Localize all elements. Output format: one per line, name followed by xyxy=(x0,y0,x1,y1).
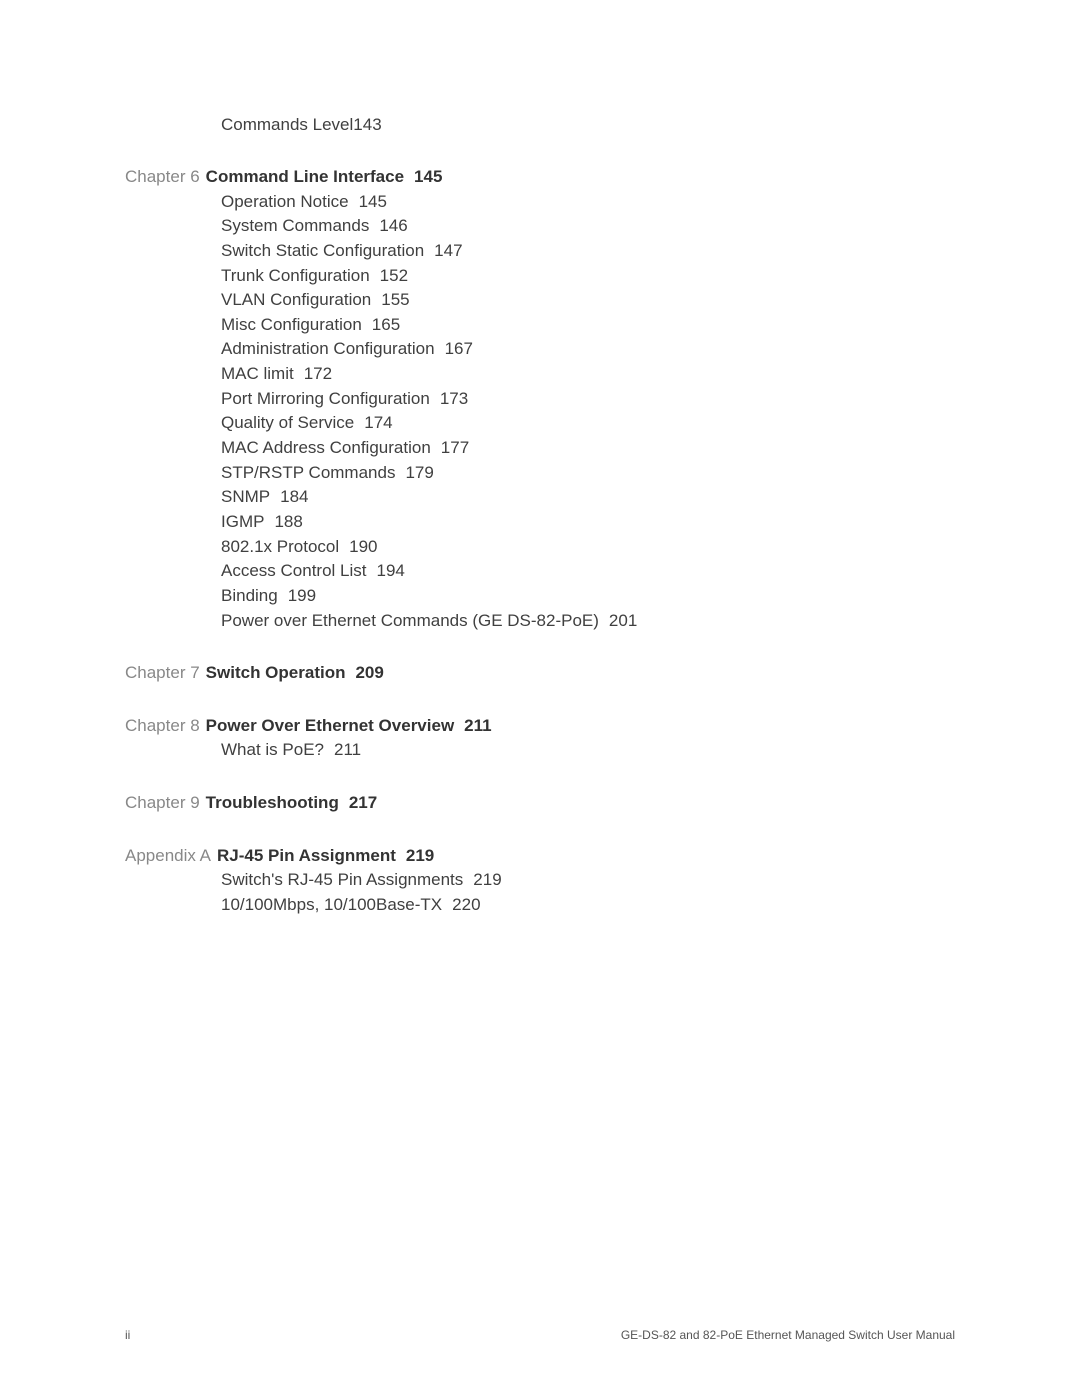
toc-entry: Binding 199 xyxy=(221,584,955,609)
toc-entry-page: 155 xyxy=(381,290,409,309)
toc-section: Chapter 8 Power Over Ethernet Overview 211… xyxy=(125,714,955,763)
toc-chapter-page: 209 xyxy=(355,663,383,682)
toc-entry-title: Switch's RJ-45 Pin Assignments xyxy=(221,870,463,889)
toc-chapter-page: 219 xyxy=(406,846,434,865)
toc-entry-page: 173 xyxy=(440,389,468,408)
toc-chapter-page: 211 xyxy=(464,716,491,735)
toc-entry: Quality of Service 174 xyxy=(221,411,955,436)
toc-entry: 802.1x Protocol 190 xyxy=(221,535,955,560)
toc-section: Chapter 9 Troubleshooting 217 xyxy=(125,791,955,816)
toc-entry-title: Operation Notice xyxy=(221,192,349,211)
toc-entry-page: 199 xyxy=(288,586,316,605)
toc-page: Commands Level143 Chapter 6 Command Line … xyxy=(0,0,1080,918)
toc-section-header: Appendix A RJ-45 Pin Assignment 219 xyxy=(125,844,955,869)
toc-entry-title: Binding xyxy=(221,586,278,605)
toc-entry-title: Power over Ethernet Commands (GE DS-82-P… xyxy=(221,611,599,630)
toc-entry-page: 220 xyxy=(452,895,480,914)
toc-entry-title: IGMP xyxy=(221,512,264,531)
toc-entry-title: What is PoE? xyxy=(221,740,324,759)
toc-entry: SNMP 184 xyxy=(221,485,955,510)
toc-entry: Port Mirroring Configuration 173 xyxy=(221,387,955,412)
toc-chapter-title: Power Over Ethernet Overview xyxy=(206,716,455,735)
toc-entry-title: VLAN Configuration xyxy=(221,290,371,309)
toc-entry-page: 211 xyxy=(334,740,361,759)
toc-entry: Trunk Configuration 152 xyxy=(221,264,955,289)
toc-entry: IGMP 188 xyxy=(221,510,955,535)
toc-entry: STP/RSTP Commands 179 xyxy=(221,461,955,486)
toc-chapter-label: Chapter 9 xyxy=(125,793,200,812)
toc-entry-page: 165 xyxy=(372,315,400,334)
toc-chapter-page: 217 xyxy=(349,793,377,812)
toc-entry-page: 146 xyxy=(379,216,407,235)
toc-section-header: Chapter 7 Switch Operation 209 xyxy=(125,661,955,686)
toc-entry-page: 152 xyxy=(380,266,408,285)
toc-entry-title: Port Mirroring Configuration xyxy=(221,389,430,408)
toc-entry-page: 143 xyxy=(353,115,381,134)
toc-section-header: Chapter 6 Command Line Interface 145 xyxy=(125,165,955,190)
toc-entry-title: STP/RSTP Commands xyxy=(221,463,395,482)
toc-entry-page: 179 xyxy=(405,463,433,482)
toc-entry-page: 190 xyxy=(349,537,377,556)
toc-section: Chapter 7 Switch Operation 209 xyxy=(125,661,955,686)
toc-chapter-label: Chapter 8 xyxy=(125,716,200,735)
toc-sections: Chapter 6Command Line Interface145Operat… xyxy=(125,165,955,918)
toc-entry: Switch's RJ-45 Pin Assignments 219 xyxy=(221,868,955,893)
toc-entry-title: System Commands xyxy=(221,216,369,235)
toc-entry: Operation Notice 145 xyxy=(221,190,955,215)
toc-entry: 10/100Mbps, 10/100Base-TX 220 xyxy=(221,893,955,918)
toc-section: Chapter 6Command Line Interface145Operat… xyxy=(125,165,955,633)
toc-entry-page: 172 xyxy=(304,364,332,383)
toc-entry-title: MAC Address Configuration xyxy=(221,438,431,457)
toc-chapter-title: RJ-45 Pin Assignment xyxy=(217,846,396,865)
toc-entry: MAC Address Configuration 177 xyxy=(221,436,955,461)
toc-entry-page: 188 xyxy=(274,512,302,531)
toc-entry-title: 10/100Mbps, 10/100Base-TX xyxy=(221,895,442,914)
toc-entry-page: 201 xyxy=(609,611,637,630)
toc-entry-title: MAC limit xyxy=(221,364,294,383)
toc-chapter-label: Chapter 6 xyxy=(125,167,200,186)
toc-chapter-title: Switch Operation xyxy=(206,663,346,682)
toc-chapter-page: 145 xyxy=(414,167,442,186)
toc-section-header: Chapter 9 Troubleshooting 217 xyxy=(125,791,955,816)
toc-entry: VLAN Configuration 155 xyxy=(221,288,955,313)
page-footer: ii GE-DS-82 and 82-PoE Ethernet Managed … xyxy=(125,1328,955,1342)
toc-chapter-label: Appendix A xyxy=(125,846,211,865)
toc-entry: Administration Configuration 167 xyxy=(221,337,955,362)
toc-entry: MAC limit 172 xyxy=(221,362,955,387)
toc-entry: What is PoE? 211 xyxy=(221,738,955,763)
toc-entry-page: 219 xyxy=(473,870,501,889)
footer-page-number: ii xyxy=(125,1328,130,1342)
toc-sub-list: Switch's RJ-45 Pin Assignments 219 10/100M… xyxy=(221,868,955,917)
toc-chapter-label: Chapter 7 xyxy=(125,663,200,682)
toc-entry-page: 167 xyxy=(445,339,473,358)
toc-entry-page: 174 xyxy=(364,413,392,432)
toc-entry-title: SNMP xyxy=(221,487,270,506)
toc-entry-page: 145 xyxy=(359,192,387,211)
toc-entry: Switch Static Configuration 147 xyxy=(221,239,955,264)
toc-entry-title: Trunk Configuration xyxy=(221,266,370,285)
toc-entry-page: 194 xyxy=(377,561,405,580)
toc-entry-title: Misc Configuration xyxy=(221,315,362,334)
toc-entry-title: Switch Static Configuration xyxy=(221,241,424,260)
toc-entry-title: Quality of Service xyxy=(221,413,354,432)
toc-sub-list: What is PoE? 211 xyxy=(221,738,955,763)
toc-sub-list: Operation Notice 145 System Commands 146 Swi… xyxy=(221,190,955,634)
toc-orphan-entry: Commands Level143 xyxy=(221,115,955,135)
toc-section-header: Chapter 8 Power Over Ethernet Overview 211 xyxy=(125,714,955,739)
toc-section: Appendix ARJ-45 Pin Assignment219Switch'… xyxy=(125,844,955,918)
toc-entry-title: 802.1x Protocol xyxy=(221,537,339,556)
footer-manual-title: GE-DS-82 and 82-PoE Ethernet Managed Swi… xyxy=(621,1328,955,1342)
toc-entry-title: Commands Level xyxy=(221,115,353,134)
toc-entry-title: Administration Configuration xyxy=(221,339,435,358)
toc-entry-page: 177 xyxy=(441,438,469,457)
toc-chapter-title: Troubleshooting xyxy=(206,793,339,812)
toc-entry: Access Control List 194 xyxy=(221,559,955,584)
toc-entry-page: 147 xyxy=(434,241,462,260)
toc-entry-title: Access Control List xyxy=(221,561,367,580)
toc-entry: Power over Ethernet Commands (GE DS-82-P… xyxy=(221,609,955,634)
toc-entry: System Commands 146 xyxy=(221,214,955,239)
toc-entry-page: 184 xyxy=(280,487,308,506)
toc-entry: Misc Configuration 165 xyxy=(221,313,955,338)
toc-chapter-title: Command Line Interface xyxy=(206,167,404,186)
